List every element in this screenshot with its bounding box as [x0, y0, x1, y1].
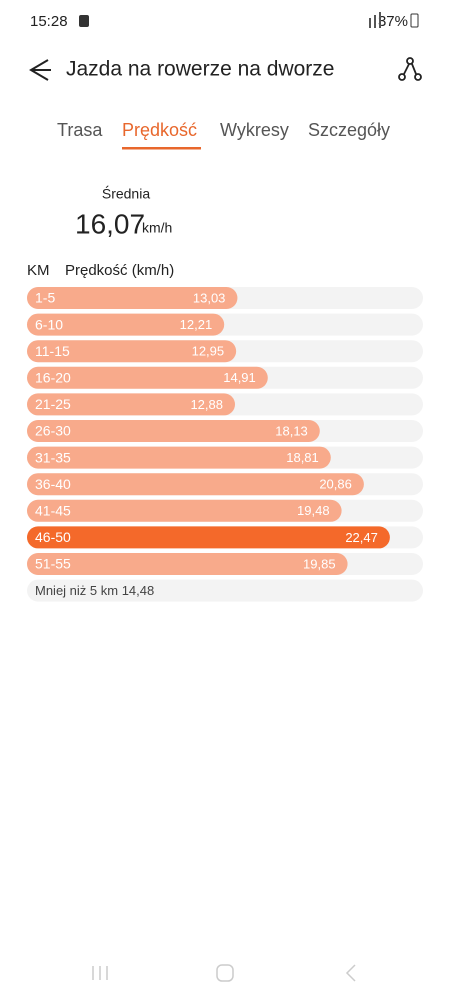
- bar: [27, 526, 390, 549]
- summary-label: Średnia: [102, 185, 150, 202]
- bar-value-label: 13,03: [193, 290, 226, 305]
- bar-category: 11-15: [35, 343, 70, 359]
- bar-value-label: 20,86: [319, 477, 352, 492]
- tab[interactable]: Wykresy: [220, 120, 289, 140]
- summary-value: 16,07: [75, 208, 145, 239]
- nav-bar: [92, 964, 356, 982]
- bar-category: 41-45: [35, 503, 71, 519]
- bar-value-label: 22,47: [345, 530, 378, 545]
- bar-category: 21-25: [35, 396, 71, 412]
- bar: [27, 553, 348, 575]
- bar-value-label: 12,21: [180, 317, 213, 332]
- bar: [27, 340, 237, 363]
- bar-category: 31-35: [35, 449, 71, 465]
- tab-indicator: [122, 147, 201, 150]
- bar-value-label: 19,85: [303, 556, 336, 571]
- bar-value-label: 18,81: [286, 450, 319, 465]
- status-battery: 37%: [378, 13, 408, 30]
- bar-category: 16-20: [35, 370, 71, 386]
- bar: [27, 473, 364, 496]
- battery-icon: [410, 13, 419, 28]
- status-icon: [79, 15, 89, 27]
- tab[interactable]: Prędkość: [122, 120, 197, 140]
- bar-category: 36-40: [35, 476, 71, 492]
- back-button[interactable]: [29, 59, 51, 81]
- note: Mniej niż 5 km 14,48: [35, 583, 154, 598]
- bar: [27, 366, 268, 389]
- bar: [27, 313, 225, 336]
- bar-category: 46-50: [35, 529, 71, 545]
- tab-bar: Trasa Prędkość Wykresy Szczegóły: [57, 120, 390, 140]
- bar-category: 6-10: [35, 316, 63, 332]
- bar-category: 51-55: [35, 556, 71, 572]
- bar: [27, 287, 238, 309]
- bar: [27, 420, 320, 442]
- bar-value-label: 12,88: [190, 397, 223, 412]
- bar-value-label: 18,13: [275, 423, 308, 438]
- nav-recents[interactable]: [92, 966, 108, 980]
- bar-value-label: 12,95: [192, 344, 225, 359]
- route-button[interactable]: [398, 57, 422, 81]
- signal-icon: [369, 12, 381, 28]
- bar: [27, 499, 342, 522]
- tab[interactable]: Trasa: [57, 120, 103, 140]
- bar: [27, 446, 331, 469]
- bar-category: 26-30: [35, 423, 71, 439]
- nav-back[interactable]: [345, 964, 356, 982]
- bar-category: 1-5: [35, 290, 55, 306]
- column-header: KM: [27, 262, 50, 279]
- bar-value-label: 19,48: [297, 503, 330, 518]
- column-header: Prędkość (km/h): [65, 262, 174, 279]
- note-track: [27, 579, 423, 602]
- page-title: Jazda na rowerze na dworze: [66, 58, 334, 81]
- bar: [27, 393, 236, 416]
- summary-unit: km/h: [142, 220, 172, 236]
- bar-list: 1-5 13,03 6-10 12,21 11-15 12,95 16-20 14,91 21-…: [27, 287, 423, 602]
- tab[interactable]: Szczegóły: [308, 120, 390, 140]
- bar-value-label: 14,91: [223, 370, 256, 385]
- nav-home[interactable]: [216, 964, 234, 982]
- status-time: 15:28: [30, 13, 68, 30]
